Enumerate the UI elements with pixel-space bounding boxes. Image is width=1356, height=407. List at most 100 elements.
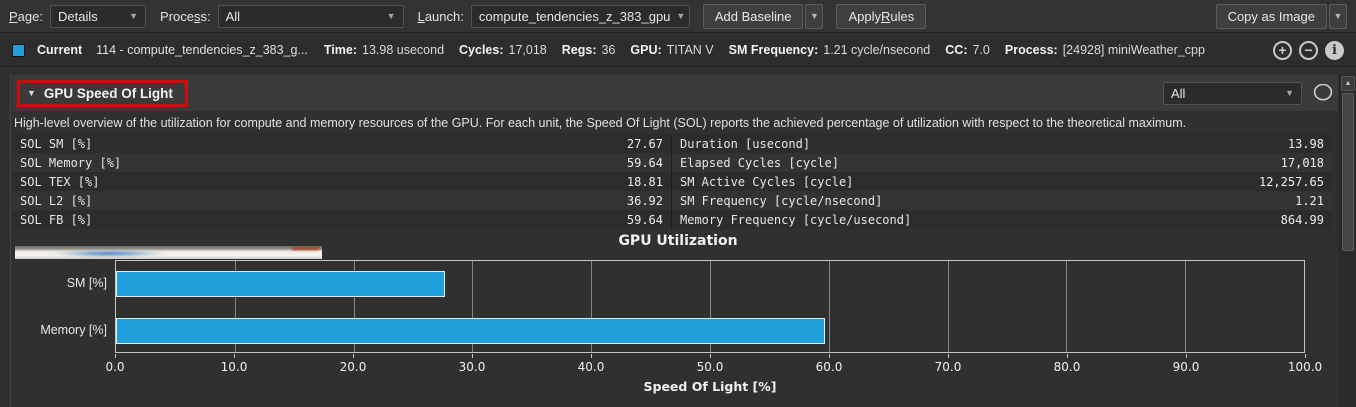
stat-time: Time: 13.98 usecond <box>323 43 445 57</box>
copy-as-image-dropdown-arrow[interactable]: ▼ <box>1329 3 1347 29</box>
section-description: High-level overview of the utilization f… <box>14 115 1187 130</box>
comment-icon[interactable] <box>1312 83 1334 103</box>
metric-value: 1.21 <box>1295 193 1324 208</box>
gridline <box>353 261 355 352</box>
tick-mark <box>1305 354 1306 358</box>
tick-mark <box>591 354 592 358</box>
process-label: Process: <box>159 8 211 24</box>
stat-cycles: Cycles: 17,018 <box>459 43 547 57</box>
stat-cc: CC: 7.0 <box>945 43 990 57</box>
scrollbar-thumb[interactable] <box>1342 93 1354 251</box>
metric-value: 36.92 <box>626 193 663 208</box>
metric-row[interactable]: SM Frequency [cycle/nsecond] 1.21 <box>672 191 1332 210</box>
scrollbar-up-icon[interactable]: ▲ <box>1341 76 1355 91</box>
metric-label: SOL SM [%] <box>20 136 93 151</box>
section-indent-guide <box>10 75 11 407</box>
tick-label: 100.0 <box>1287 360 1323 374</box>
chevron-down-icon: ▼ <box>129 11 138 21</box>
metric-row[interactable]: SOL TEX [%] 18.81 <box>12 172 671 191</box>
chart-y-axis-labels: SM [%] Memory [%] <box>0 260 107 353</box>
section-header-gpu-speed-of-light[interactable]: ▼ GPU Speed Of Light All ▼ <box>12 75 1338 111</box>
metric-row[interactable]: SOL SM [%] 27.67 <box>12 134 671 153</box>
y-axis-category-label: Memory [%] <box>40 322 107 337</box>
gridline <box>472 261 474 352</box>
screenshot-artifact <box>15 246 322 259</box>
metric-value: 864.99 <box>1280 212 1324 227</box>
metric-label: SOL L2 [%] <box>20 193 93 208</box>
page-dropdown-value: Details <box>57 8 98 24</box>
metric-row[interactable]: SM Active Cycles [cycle] 12,257.65 <box>672 172 1332 191</box>
launch-dropdown[interactable]: compute_tendencies_z_383_gpu ▼ <box>470 4 690 28</box>
tick-mark <box>1067 354 1068 358</box>
metric-value: 59.64 <box>626 155 663 170</box>
sol-metrics-right-column: Duration [usecond] 13.98 Elapsed Cycles [… <box>672 134 1332 229</box>
gridline <box>591 261 593 352</box>
metric-row[interactable]: Duration [usecond] 13.98 <box>672 134 1332 153</box>
tick-mark <box>948 354 949 358</box>
tick-mark <box>829 354 830 358</box>
metric-row[interactable]: Elapsed Cycles [cycle] 17,018 <box>672 153 1332 172</box>
tick-label: 80.0 <box>1053 360 1081 374</box>
metric-value: 13.98 <box>1287 136 1324 151</box>
metric-row[interactable]: SOL FB [%] 59.64 <box>12 210 671 229</box>
metric-value: 59.64 <box>626 212 663 227</box>
current-color-swatch <box>12 43 25 57</box>
metric-label: SOL Memory [%] <box>20 155 122 170</box>
section-filter-dropdown[interactable]: All ▼ <box>1163 81 1302 105</box>
bar-memory[interactable] <box>116 317 825 344</box>
copy-as-image-button[interactable]: Copy as Image <box>1215 3 1327 29</box>
bar-row <box>116 261 1304 308</box>
tick-mark <box>115 354 116 358</box>
stat-process: Process: [24928] miniWeather_cpp <box>1004 43 1205 57</box>
chevron-down-icon: ▼ <box>1285 88 1294 98</box>
chart-title: GPU Utilization <box>618 233 738 249</box>
metric-row[interactable]: SOL Memory [%] 59.64 <box>12 153 671 172</box>
tick-label: 40.0 <box>577 360 605 374</box>
tick-label: 20.0 <box>339 360 367 374</box>
gridline <box>710 261 711 352</box>
bar-sm[interactable] <box>116 271 445 297</box>
add-baseline-button[interactable]: Add Baseline <box>702 3 804 29</box>
chart-plot-area <box>115 260 1305 353</box>
metric-label: SOL FB [%] <box>20 212 93 227</box>
info-icon[interactable]: i <box>1325 40 1344 60</box>
tick-label: 30.0 <box>458 360 486 374</box>
metric-label: SM Frequency [cycle/nsecond] <box>680 193 883 208</box>
current-kernel-name: 114 - compute_tendencies_z_383_g... <box>96 43 308 57</box>
y-axis-category-label: SM [%] <box>66 276 107 291</box>
sol-metrics-table: SOL SM [%] 27.67 SOL Memory [%] 59.64 SOL … <box>12 134 1332 229</box>
stat-regs: Regs: 36 <box>561 43 616 57</box>
tick-label: 10.0 <box>220 360 248 374</box>
main-toolbar: Page: Details ▼ Process: All ▼ Launch: c… <box>0 0 1356 33</box>
metric-row[interactable]: SOL L2 [%] 36.92 <box>12 191 671 210</box>
gpu-utilization-chart: GPU Utilization SM [%] Memory [%] 0.0 10.0… <box>0 229 1356 407</box>
tick-label: 90.0 <box>1172 360 1200 374</box>
page-dropdown[interactable]: Details ▼ <box>49 4 146 28</box>
sol-metrics-left-column: SOL SM [%] 27.67 SOL Memory [%] 59.64 SOL … <box>12 134 672 229</box>
chevron-down-icon: ▼ <box>386 11 396 21</box>
process-dropdown[interactable]: All ▼ <box>217 4 404 28</box>
gridline <box>828 261 830 352</box>
plus-circle-icon[interactable]: + <box>1273 40 1292 60</box>
chevron-down-icon: ▼ <box>676 11 686 21</box>
metric-value: 17,018 <box>1280 155 1324 170</box>
gridline <box>1066 261 1068 352</box>
metric-value: 18.81 <box>626 174 663 189</box>
metric-label: Elapsed Cycles [cycle] <box>680 155 839 170</box>
collapse-arrow-icon[interactable]: ▼ <box>27 88 36 98</box>
tick-mark <box>472 354 473 358</box>
tick-mark <box>710 354 711 358</box>
gridline <box>947 261 949 352</box>
tick-label: 0.0 <box>105 360 125 374</box>
stat-gpu: GPU: TITAN V <box>630 43 714 57</box>
metric-row[interactable]: Memory Frequency [cycle/usecond] 864.99 <box>672 210 1332 229</box>
tick-label: 60.0 <box>815 360 843 374</box>
section-filter-value: All <box>1171 85 1186 101</box>
add-baseline-dropdown-arrow[interactable]: ▼ <box>805 3 824 29</box>
minus-circle-icon[interactable]: − <box>1299 40 1318 60</box>
vertical-scrollbar[interactable]: ▲ <box>1339 75 1356 407</box>
tick-label: 70.0 <box>934 360 962 374</box>
metric-label: SOL TEX [%] <box>20 174 100 189</box>
